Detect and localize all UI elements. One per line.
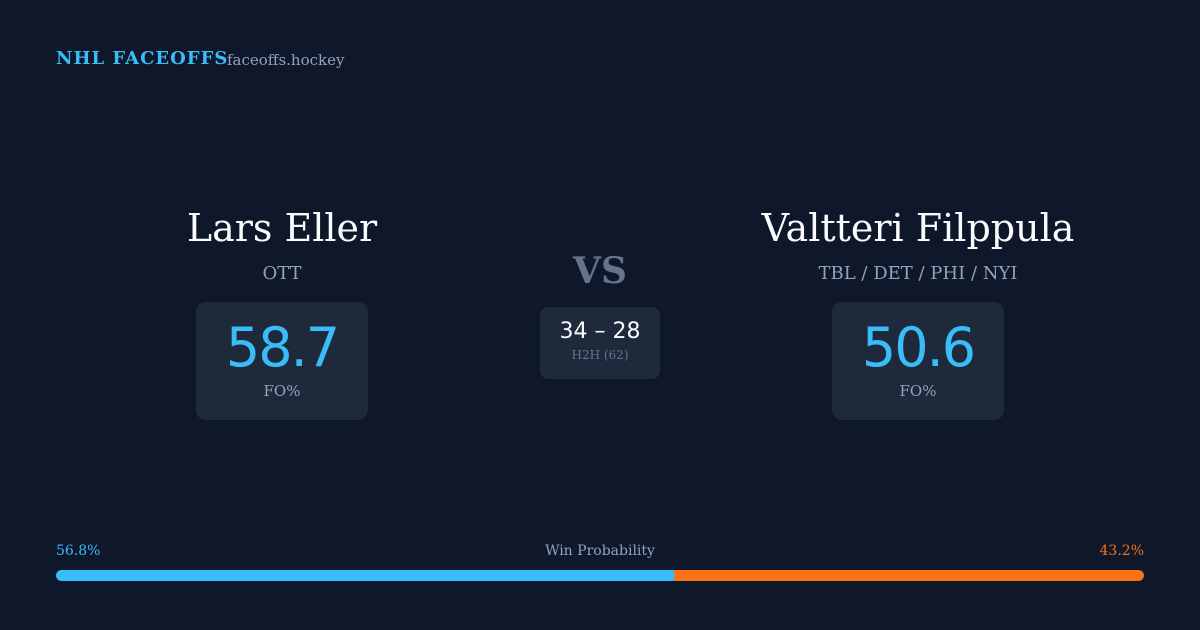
fo-card: 50.6 FO% [831, 302, 1005, 420]
player-team: TBL / DET / PHI / NYI [818, 263, 1018, 284]
win-prob-segment [673, 570, 1144, 581]
win-prob-left: 56.8% [56, 543, 101, 559]
fo-label: FO% [263, 382, 301, 400]
win-prob-segment [56, 570, 674, 581]
player-name: Lars Eller [186, 206, 378, 250]
player-name: Valtteri Filppula [761, 206, 1075, 250]
h2h-score: 34 – 28 [559, 319, 641, 344]
vs-label: VS [573, 250, 627, 292]
fo-label: FO% [899, 382, 937, 400]
player-team: OTT [262, 263, 302, 284]
h2h-box: 34 – 28 H2H (62) [540, 307, 660, 379]
win-prob-label: Win Probability [545, 543, 655, 559]
win-prob-bar [56, 570, 1144, 581]
fo-percent: 58.7 [225, 316, 340, 379]
fo-percent: 50.6 [861, 316, 976, 379]
brand-title: NHL FACEOFFS [56, 48, 229, 69]
site-name: faceoffs.hockey [227, 51, 345, 69]
h2h-label: H2H (62) [571, 348, 629, 362]
win-prob-right: 43.2% [1099, 543, 1144, 559]
fo-card: 58.7 FO% [195, 302, 369, 420]
